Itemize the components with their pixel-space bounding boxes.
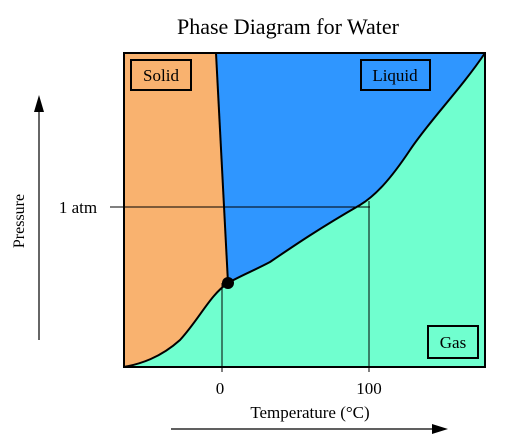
hundred-tick-label: 100 [356,379,382,398]
zero-tick-label: 0 [216,379,225,398]
vaporization-curve [227,52,486,284]
gas-label: Gas [440,333,466,352]
diagram-title: Phase Diagram for Water [177,14,400,39]
liquid-label-box [360,59,431,91]
fusion-curve [215,52,229,284]
solid-label-box [130,59,192,91]
sublimation-curve [123,282,229,368]
pressure-arrowhead [34,95,44,112]
one-atm-tick-label: 1 atm [59,198,97,217]
plot-frame [123,52,486,368]
triple-point-dot [222,277,234,289]
liquid-region [216,53,485,283]
gas-label-box [427,325,479,359]
temperature-arrowhead [432,424,448,434]
pressure-axis-label: Pressure [11,194,28,248]
temperature-axis-label: Temperature (°C) [250,403,369,422]
solid-label: Solid [143,66,179,85]
liquid-label: Liquid [372,66,418,85]
solid-region [124,53,228,367]
